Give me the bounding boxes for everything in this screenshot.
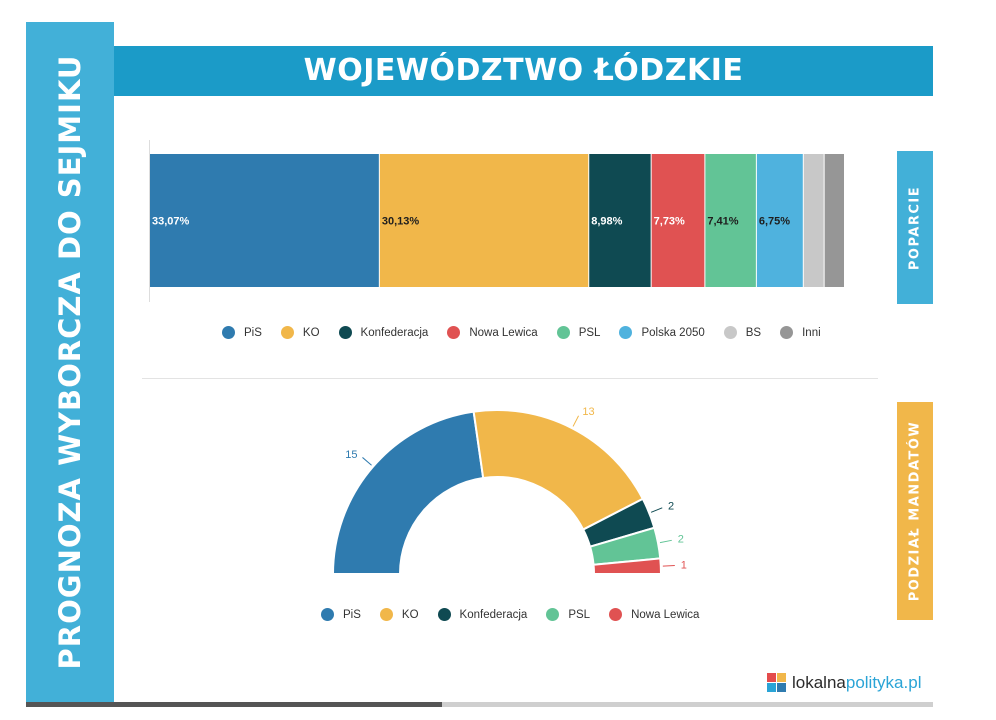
- donut-connector-psl: [659, 539, 672, 544]
- support-legend-label-psl: PSL: [578, 326, 601, 339]
- tab-support: POPARCIE: [897, 151, 933, 304]
- seats-legend: PiS KO Konfederacja PSL Nowa Lewica: [321, 608, 718, 621]
- bar-label-konfederacja: 8,98%: [591, 216, 622, 228]
- support-legend-label-pis: PiS: [244, 326, 262, 339]
- bar-segment-bs: [803, 154, 824, 287]
- bar-segment-pis: [150, 154, 379, 287]
- donut-connector-konfederacja: [650, 507, 663, 513]
- support-legend-marker-inni: [780, 326, 794, 339]
- bottom-bar-light: [442, 702, 933, 707]
- bar-label-psl: 7,41%: [707, 216, 738, 228]
- bar-segment-inni: [824, 154, 844, 287]
- support-legend-item-pis: PiS: [222, 326, 262, 339]
- support-legend-marker-konfederacja: [338, 326, 352, 339]
- support-legend-item-polska-2050: Polska 2050: [619, 326, 705, 339]
- tab-seats-label: PODZIAŁ MANDATÓW: [907, 420, 923, 602]
- seats-legend-item-ko: KO: [379, 608, 419, 621]
- support-legend-item-ko: KO: [280, 326, 320, 339]
- donut-connector-nowa-lewica: [662, 565, 675, 567]
- support-legend-marker-psl: [556, 326, 570, 339]
- donut-value-nowa-lewica: 1: [681, 559, 687, 571]
- support-legend-marker-nowa-lewica: [447, 326, 461, 339]
- seats-legend-label-ko: KO: [401, 608, 419, 621]
- logo-text-part1: lokalna: [792, 673, 846, 692]
- donut-value-konfederacja: 2: [668, 500, 674, 512]
- support-legend-label-bs: BS: [745, 326, 762, 339]
- page-title: WOJEWÓDZTWO ŁÓDZKIE: [303, 53, 744, 88]
- support-legend-marker-pis: [222, 326, 235, 339]
- donut-slice-konfederacja: [581, 497, 656, 548]
- support-legend: PiS KO Konfederacja Nowa Lewica PSL Polska 20…: [222, 326, 840, 339]
- support-legend-label-nowa-lewica: Nowa Lewica: [469, 326, 538, 339]
- seats-legend-marker-psl: [546, 608, 560, 621]
- bar-label-pis: 33,07%: [152, 216, 190, 228]
- support-legend-marker-bs: [723, 326, 737, 339]
- seats-legend-label-konfederacja: Konfederacja: [459, 608, 528, 621]
- bar-segment-psl: [705, 154, 756, 287]
- donut-slice-nowa-lewica: [592, 557, 663, 575]
- section-divider: [142, 378, 878, 379]
- support-legend-item-konfederacja: Konfederacja: [338, 326, 429, 339]
- seats-legend-marker-konfederacja: [437, 608, 451, 621]
- seats-legend-item-konfederacja: Konfederacja: [437, 608, 528, 621]
- tab-support-label: POPARCIE: [907, 185, 923, 270]
- bar-label-ko: 30,13%: [382, 216, 420, 228]
- seats-legend-marker-nowa-lewica: [609, 608, 623, 621]
- seats-legend-item-pis: PiS: [321, 608, 361, 621]
- support-legend-item-psl: PSL: [556, 326, 601, 339]
- donut-connector-ko: [572, 415, 580, 427]
- bar-segment-konfederacja: [589, 154, 651, 287]
- seats-legend-label-nowa-lewica: Nowa Lewica: [631, 608, 700, 621]
- header-banner: WOJEWÓDZTWO ŁÓDZKIE: [114, 46, 933, 96]
- seats-legend-marker-pis: [321, 608, 334, 621]
- donut-slice-psl: [588, 526, 662, 566]
- donut-slice-pis: [331, 410, 485, 575]
- seats-legend-label-pis: PiS: [343, 608, 361, 621]
- bottom-bar-dark: [26, 702, 442, 707]
- donut-value-psl: 2: [678, 534, 684, 546]
- seats-legend-item-nowa-lewica: Nowa Lewica: [609, 608, 699, 621]
- bar-segment-ko: [379, 154, 589, 287]
- bar-label-nowa-lewica: 7,73%: [654, 216, 685, 228]
- logo: lokalna polityka.pl: [767, 673, 921, 693]
- support-legend-item-nowa-lewica: Nowa Lewica: [447, 326, 538, 339]
- seats-legend-marker-ko: [379, 608, 393, 621]
- support-legend-label-polska-2050: Polska 2050: [641, 326, 705, 339]
- support-legend-label-ko: KO: [302, 326, 320, 339]
- seats-legend-label-psl: PSL: [568, 608, 591, 621]
- bar-label-polska-2050: 6,75%: [759, 216, 790, 228]
- tab-seats: PODZIAŁ MANDATÓW: [897, 402, 933, 620]
- seats-legend-item-psl: PSL: [546, 608, 590, 621]
- support-legend-label-konfederacja: Konfederacja: [360, 326, 429, 339]
- support-legend-label-inni: Inni: [802, 326, 821, 339]
- bar-segment-polska-2050: [756, 154, 803, 287]
- support-legend-marker-ko: [280, 326, 294, 339]
- side-band: [26, 22, 114, 704]
- logo-text-part2: polityka.pl: [845, 673, 922, 692]
- donut-connector-pis: [362, 457, 372, 466]
- bar-segment-nowa-lewica: [651, 154, 705, 287]
- logo-icon: [767, 673, 787, 693]
- donut-value-pis: 15: [345, 449, 357, 461]
- donut-value-ko: 13: [582, 406, 594, 418]
- support-legend-item-bs: BS: [723, 326, 762, 339]
- support-legend-item-inni: Inni: [780, 326, 821, 339]
- donut-slice-ko: [472, 409, 645, 531]
- support-legend-marker-polska-2050: [619, 326, 633, 339]
- side-title: PROGNOZA WYBORCZA DO SEJMIKU: [53, 54, 87, 670]
